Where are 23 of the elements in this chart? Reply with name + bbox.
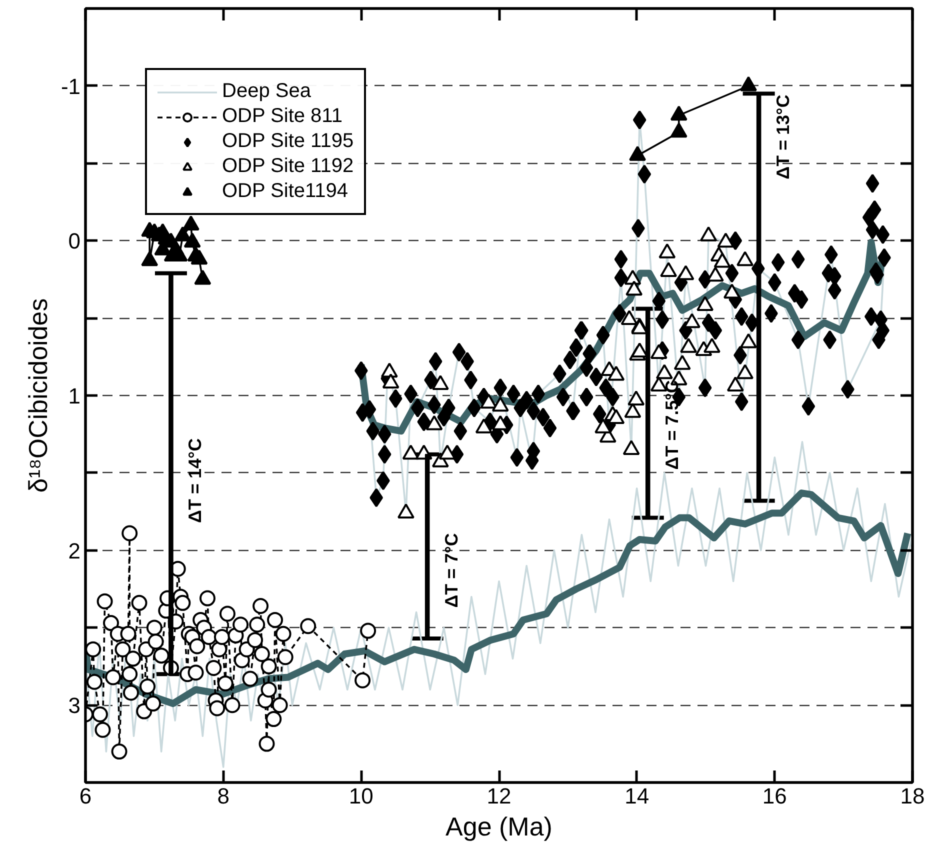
y-axis-title: δ¹⁸OCibicidoides bbox=[22, 298, 53, 493]
legend-label: ODP Site1194 bbox=[222, 180, 348, 203]
legend-label: ODP Site 1192 bbox=[222, 155, 354, 178]
y-tick-label: 1 bbox=[68, 384, 81, 408]
x-tick-label: 14 bbox=[624, 784, 650, 808]
x-tick-label: 18 bbox=[900, 784, 925, 808]
y-tick-label: 0 bbox=[68, 228, 81, 254]
annotation: ΔT = 7°C bbox=[441, 533, 462, 608]
x-tick-label: 8 bbox=[217, 784, 230, 808]
annotation: ΔT = 7.5°C bbox=[662, 380, 682, 470]
x-axis-title: Age (Ma) bbox=[446, 812, 552, 842]
x-tick-label: 6 bbox=[79, 784, 92, 808]
y-tick-label: 3 bbox=[68, 693, 81, 718]
y-tick-label: 2 bbox=[68, 538, 81, 564]
x-tick-label: 16 bbox=[762, 784, 787, 808]
legend-label: ODP Site 1195 bbox=[222, 130, 354, 153]
x-tick-label: 10 bbox=[348, 784, 374, 808]
y-tick-label: -1 bbox=[60, 74, 80, 99]
legend-label: Deep Sea bbox=[222, 80, 311, 103]
x-tick-label: 12 bbox=[486, 784, 512, 808]
annotation: ΔT = 13°C bbox=[772, 94, 793, 180]
legend-label: ODP Site 811 bbox=[222, 105, 342, 128]
annotation: ΔT = 14°C bbox=[184, 438, 205, 523]
